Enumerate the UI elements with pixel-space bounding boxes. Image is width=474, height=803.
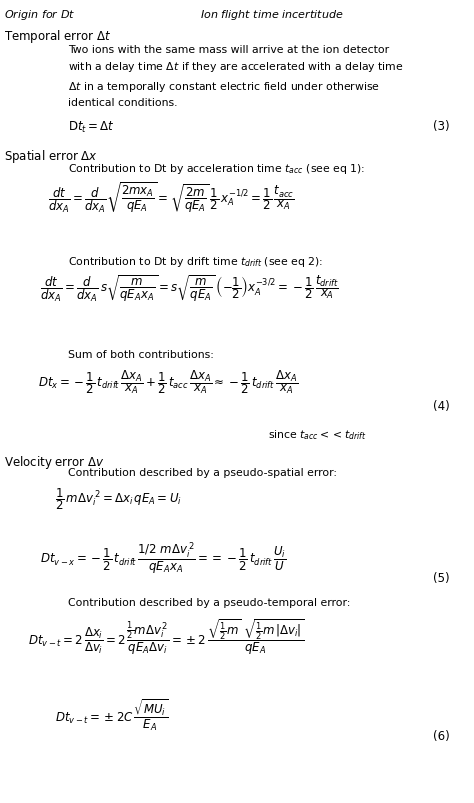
Text: Two ions with the same mass will arrive at the ion detector
with a delay time $\: Two ions with the same mass will arrive … bbox=[68, 45, 404, 108]
Text: (6): (6) bbox=[433, 729, 450, 742]
Text: Contribution described by a pseudo-spatial error:: Contribution described by a pseudo-spati… bbox=[68, 467, 337, 478]
Text: since $t_{acc} << t_{drift}$: since $t_{acc} << t_{drift}$ bbox=[268, 427, 366, 442]
Text: Contribution to Dt by drift time $t_{drift}$ (see eq 2):: Contribution to Dt by drift time $t_{dri… bbox=[68, 255, 323, 269]
Text: (5): (5) bbox=[433, 571, 450, 585]
Text: $Dt_{v-t} = \pm 2C\,\dfrac{\sqrt{MU_i}}{E_A}$: $Dt_{v-t} = \pm 2C\,\dfrac{\sqrt{MU_i}}{… bbox=[55, 697, 168, 732]
Text: $Dt_{v-t} = 2\,\dfrac{\Delta x_i}{\Delta v_i} = 2\,\dfrac{\frac{1}{2}m\Delta v_i: $Dt_{v-t} = 2\,\dfrac{\Delta x_i}{\Delta… bbox=[28, 618, 304, 657]
Text: $\mathit{Origin\ for\ Dt}$: $\mathit{Origin\ for\ Dt}$ bbox=[4, 8, 75, 22]
Text: $\dfrac{1}{2}\,m\Delta v_i^{\,2} = \Delta x_i\,qE_A = U_i$: $\dfrac{1}{2}\,m\Delta v_i^{\,2} = \Delt… bbox=[55, 485, 182, 511]
Text: $\dfrac{dt}{dx_A} = \dfrac{d}{dx_A}\,s\sqrt{\dfrac{m}{qE_Ax_A}} = s\sqrt{\dfrac{: $\dfrac{dt}{dx_A} = \dfrac{d}{dx_A}\,s\s… bbox=[40, 273, 339, 304]
Text: Sum of both contributions:: Sum of both contributions: bbox=[68, 349, 214, 360]
Text: (3): (3) bbox=[433, 120, 450, 132]
Text: Temporal error $\Delta t$: Temporal error $\Delta t$ bbox=[4, 28, 111, 45]
Text: $\mathit{Ion\ flight\ time\ incertitude}$: $\mathit{Ion\ flight\ time\ incertitude}… bbox=[200, 8, 344, 22]
Text: Velocity error $\Delta v$: Velocity error $\Delta v$ bbox=[4, 454, 105, 471]
Text: Spatial error $\Delta x$: Spatial error $\Delta x$ bbox=[4, 148, 98, 165]
Text: $Dt_{v-x} = -\dfrac{1}{2}\,t_{drift}\,\dfrac{1/2\ m\Delta v_i^{\,2}}{qE_Ax_A} ==: $Dt_{v-x} = -\dfrac{1}{2}\,t_{drift}\,\d… bbox=[40, 540, 286, 575]
Text: Contribution described by a pseudo-temporal error:: Contribution described by a pseudo-tempo… bbox=[68, 597, 350, 607]
Text: (4): (4) bbox=[433, 400, 450, 413]
Text: $Dt_x = -\dfrac{1}{2}\,t_{drift}\,\dfrac{\Delta x_A}{x_A} + \dfrac{1}{2}\,t_{acc: $Dt_x = -\dfrac{1}{2}\,t_{drift}\,\dfrac… bbox=[38, 368, 298, 395]
Text: Contribution to Dt by acceleration time $t_{acc}$ (see eq 1):: Contribution to Dt by acceleration time … bbox=[68, 161, 365, 176]
Text: $\mathrm{D}t_t = \Delta t$: $\mathrm{D}t_t = \Delta t$ bbox=[68, 120, 115, 135]
Text: $\dfrac{dt}{dx_A} = \dfrac{d}{dx_A}\sqrt{\dfrac{2mx_A}{qE_A}} = \sqrt{\dfrac{2m}: $\dfrac{dt}{dx_A} = \dfrac{d}{dx_A}\sqrt… bbox=[48, 180, 295, 214]
